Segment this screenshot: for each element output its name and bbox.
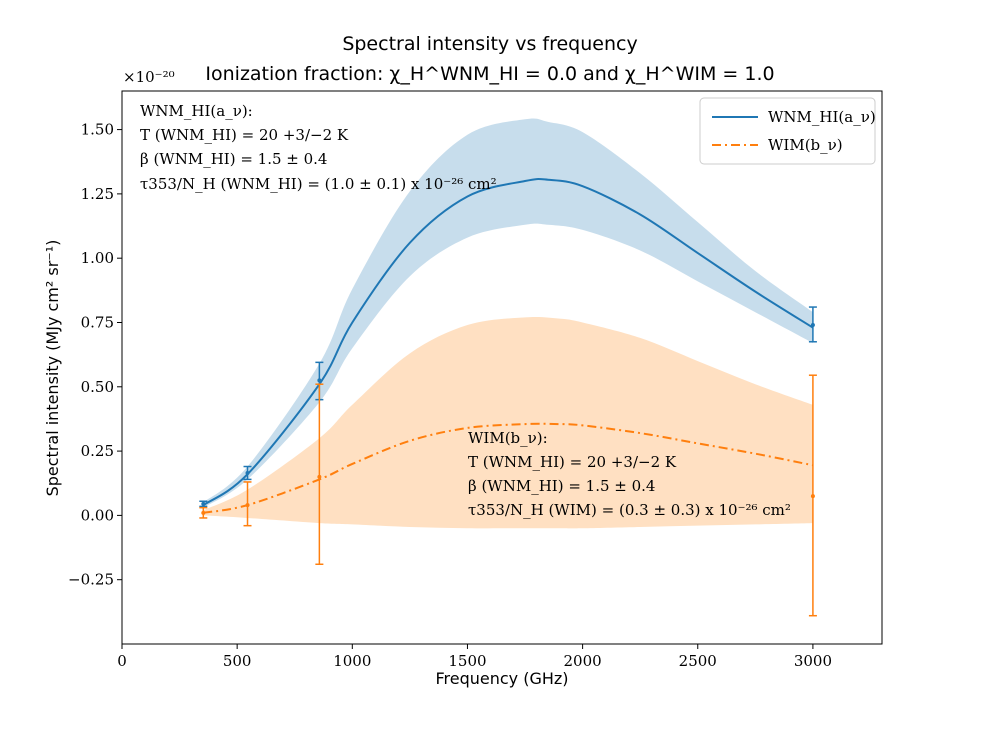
x-tick-label: 2000 <box>564 652 602 670</box>
data-point-series-0 <box>201 501 206 506</box>
chart-title: Spectral intensity vs frequency <box>342 33 637 55</box>
data-point-series-0 <box>317 378 322 383</box>
annotation-wnm-line-4: τ353/N_H (WNM_HI) = (1.0 ± 0.1) x 10⁻²⁶ … <box>140 175 497 193</box>
legend-label-wnm: WNM_HI(a_ν) <box>768 108 876 126</box>
data-point-series-1 <box>810 494 815 499</box>
y-tick-label: −0.25 <box>68 571 114 589</box>
x-tick-label: 1000 <box>333 652 371 670</box>
annotation-wim-line-4: τ353/N_H (WIM) = (0.3 ± 0.3) x 10⁻²⁶ cm² <box>468 501 791 519</box>
data-point-series-1 <box>245 503 250 508</box>
x-tick-label: 2500 <box>679 652 717 670</box>
x-tick-label: 3000 <box>794 652 832 670</box>
annotation-wnm: WNM_HI(a_ν): T (WNM_HI) = 20 +3/−2 K β (… <box>140 102 497 193</box>
band-series-0 <box>203 118 813 508</box>
data-point-series-1 <box>317 474 322 479</box>
annotation-wim: WIM(b_ν): T (WNM_HI) = 20 +3/−2 K β (WNM… <box>468 429 791 519</box>
error-bars <box>199 306 817 617</box>
data-point-series-1 <box>201 510 206 515</box>
chart-subtitle: Ionization fraction: χ_H^WNM_HI = 0.0 an… <box>205 63 774 85</box>
x-tick-label: 0 <box>117 652 127 670</box>
x-ticks: 0 500 1000 1500 2000 2500 3000 <box>117 644 832 670</box>
plot-frame <box>121 90 883 645</box>
data-point-series-0 <box>245 470 250 475</box>
legend-box <box>699 97 876 165</box>
annotation-wim-line-3: β (WNM_HI) = 1.5 ± 0.4 <box>468 477 655 495</box>
annotation-wnm-line-2: T (WNM_HI) = 20 +3/−2 K <box>140 126 349 144</box>
y-tick-label: 1.50 <box>81 121 114 139</box>
y-tick-label: 0.00 <box>81 506 114 524</box>
y-tick-label: 1.25 <box>81 185 114 203</box>
line-series-0 <box>202 178 814 506</box>
annotation-wnm-line-1: WNM_HI(a_ν): <box>140 102 253 120</box>
annotation-wim-line-1: WIM(b_ν): <box>468 429 548 447</box>
band-series-1 <box>203 316 813 529</box>
annotation-wnm-line-3: β (WNM_HI) = 1.5 ± 0.4 <box>140 150 327 168</box>
data-point-series-0 <box>810 323 815 328</box>
uncertainty-bands <box>203 118 813 529</box>
y-tick-label: 0.50 <box>81 378 114 396</box>
y-axis-label: Spectral intensity (MJy cm² sr⁻¹) <box>43 240 62 497</box>
legend-label-wim: WIM(b_ν) <box>768 136 843 154</box>
y-offset-label: ×10⁻²⁰ <box>123 68 175 86</box>
y-tick-label: 0.25 <box>81 442 114 460</box>
legend: WNM_HI(a_ν) WIM(b_ν) <box>699 97 876 165</box>
y-tick-label: 1.00 <box>81 249 114 267</box>
x-tick-label: 500 <box>223 652 252 670</box>
y-ticks: −0.25 0.00 0.25 0.50 0.75 1.00 1.25 1.50 <box>68 121 122 589</box>
x-tick-label: 1500 <box>448 652 486 670</box>
x-axis-label: Frequency (GHz) <box>435 669 568 688</box>
annotation-wim-line-2: T (WNM_HI) = 20 +3/−2 K <box>468 453 677 471</box>
y-tick-label: 0.75 <box>81 313 114 331</box>
